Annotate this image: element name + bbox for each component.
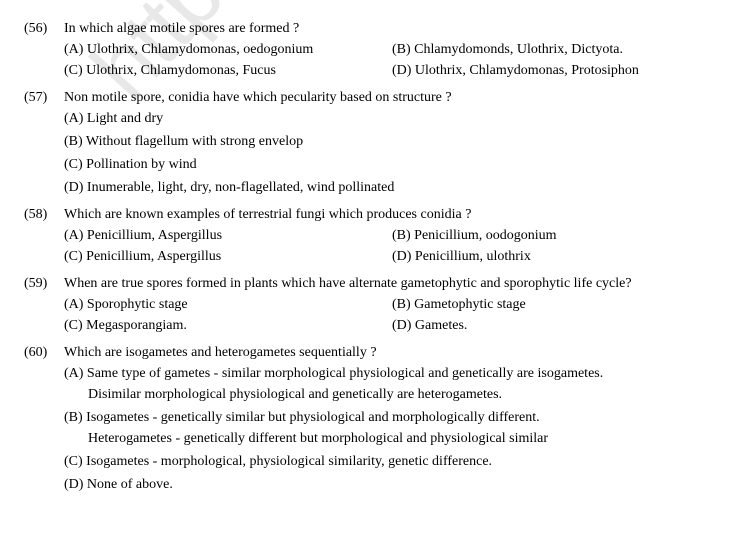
question-number: (58) xyxy=(24,204,64,225)
option-sub: Heterogametes - genetically different bu… xyxy=(88,428,720,449)
option-c: (C) Pollination by wind xyxy=(64,154,720,175)
option-d: (D) Penicillium, ulothrix xyxy=(392,246,720,267)
question-number: (57) xyxy=(24,87,64,108)
question-60: (60) Which are isogametes and heterogame… xyxy=(24,342,720,495)
option-d: (D) Gametes. xyxy=(392,315,720,336)
option-main: (C) Isogametes - morphological, physiolo… xyxy=(64,451,720,472)
option-d: (D) Ulothrix, Chlamydomonas, Protosiphon xyxy=(392,60,720,81)
option-a: (A) Light and dry xyxy=(64,108,720,129)
option-a: (A) Same type of gametes - similar morph… xyxy=(64,363,720,405)
option-c: (C) Penicillium, Aspergillus xyxy=(64,246,392,267)
option-b: (B) Isogametes - genetically similar but… xyxy=(64,407,720,449)
question-number: (56) xyxy=(24,18,64,39)
option-b: (B) Chlamydomonds, Ulothrix, Dictyota. xyxy=(392,39,720,60)
question-list: (56) In which algae motile spores are fo… xyxy=(24,18,720,495)
option-a: (A) Penicillium, Aspergillus xyxy=(64,225,392,246)
option-sub: Disimilar morphological physiological an… xyxy=(88,384,720,405)
question-text: Which are known examples of terrestrial … xyxy=(64,204,720,225)
question-56: (56) In which algae motile spores are fo… xyxy=(24,18,720,81)
option-b: (B) Penicillium, oodogonium xyxy=(392,225,720,246)
option-d: (D) Inumerable, light, dry, non-flagella… xyxy=(64,177,720,198)
option-b: (B) Without flagellum with strong envelo… xyxy=(64,131,720,152)
option-main: (D) None of above. xyxy=(64,474,720,495)
question-text: Non motile spore, conidia have which pec… xyxy=(64,87,720,108)
question-58: (58) Which are known examples of terrest… xyxy=(24,204,720,267)
question-text: Which are isogametes and heterogametes s… xyxy=(64,342,720,363)
option-d: (D) None of above. xyxy=(64,474,720,495)
option-a: (A) Ulothrix, Chlamydomonas, oedogonium xyxy=(64,39,392,60)
question-text: When are true spores formed in plants wh… xyxy=(64,273,720,294)
question-number: (59) xyxy=(24,273,64,294)
option-c: (C) Ulothrix, Chlamydomonas, Fucus xyxy=(64,60,392,81)
option-main: (B) Isogametes - genetically similar but… xyxy=(64,407,720,428)
option-c: (C) Megasporangiam. xyxy=(64,315,392,336)
question-59: (59) When are true spores formed in plan… xyxy=(24,273,720,336)
question-number: (60) xyxy=(24,342,64,363)
option-a: (A) Sporophytic stage xyxy=(64,294,392,315)
option-main: (A) Same type of gametes - similar morph… xyxy=(64,363,720,384)
option-c: (C) Isogametes - morphological, physiolo… xyxy=(64,451,720,472)
question-text: In which algae motile spores are formed … xyxy=(64,18,720,39)
option-b: (B) Gametophytic stage xyxy=(392,294,720,315)
question-57: (57) Non motile spore, conidia have whic… xyxy=(24,87,720,198)
